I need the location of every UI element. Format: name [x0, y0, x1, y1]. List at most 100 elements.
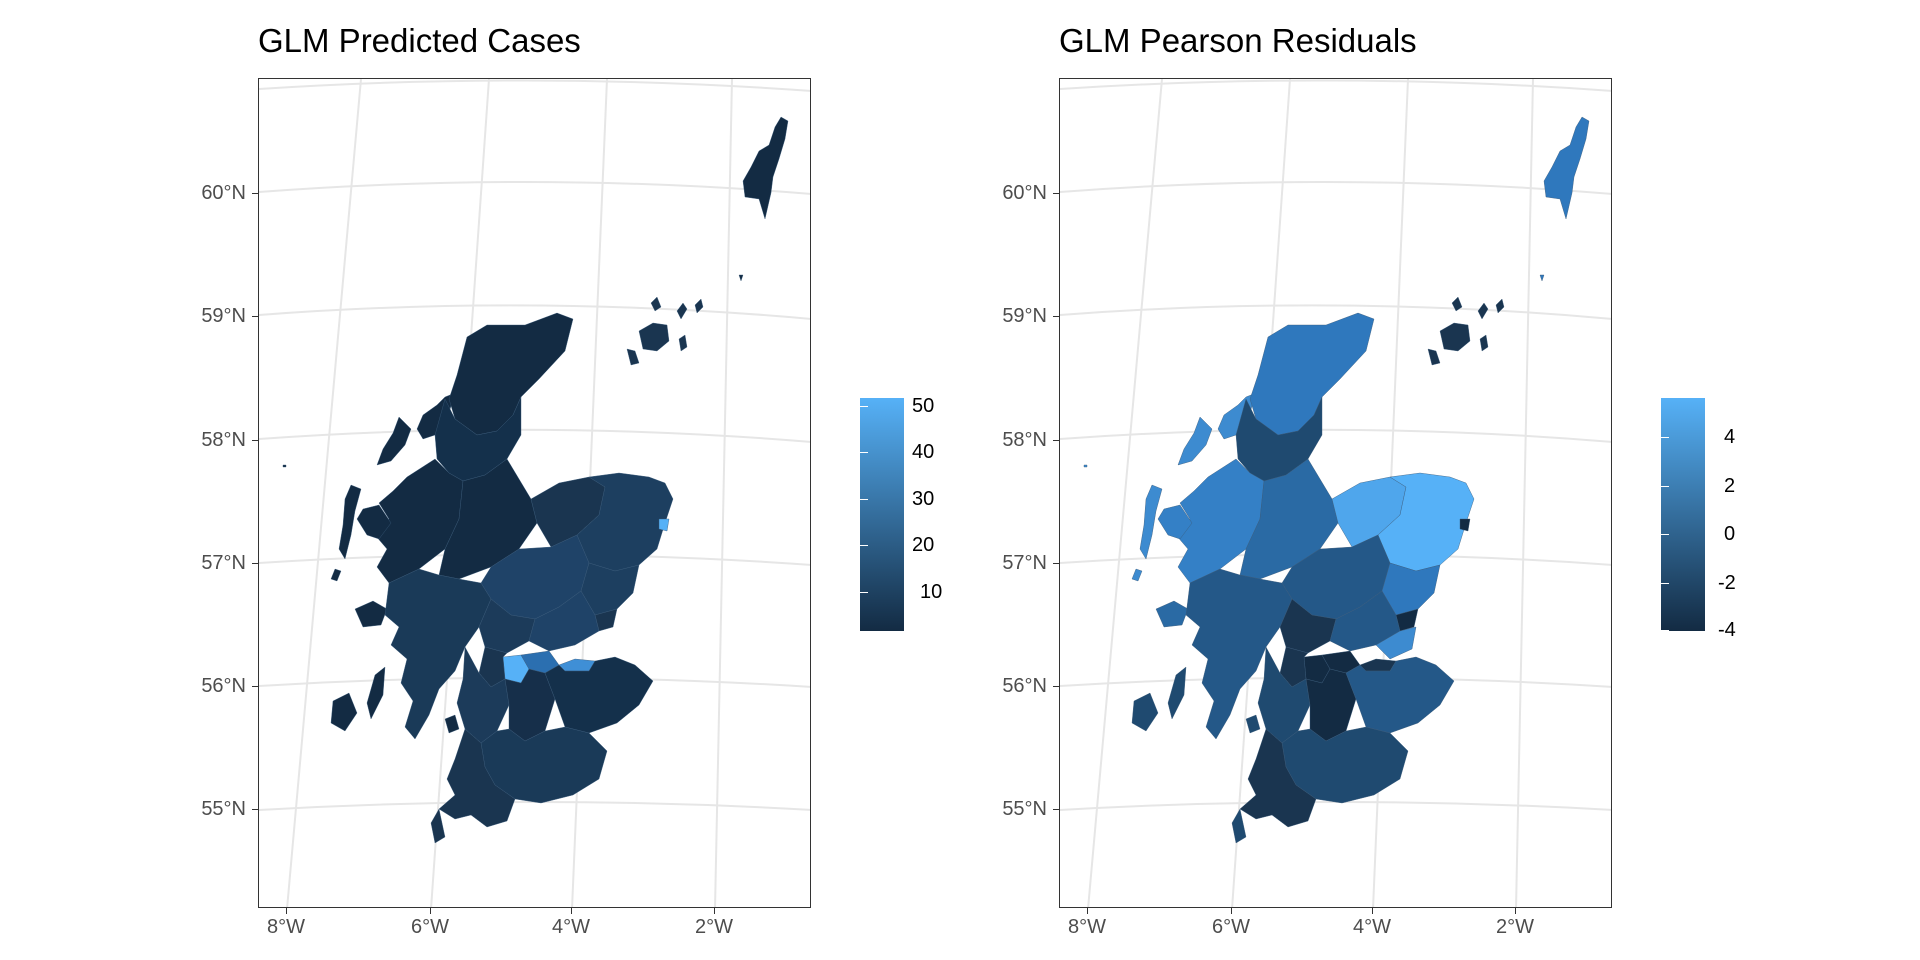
colorbar-tick [1661, 583, 1669, 584]
region-rhinns [430, 808, 446, 844]
legend-label: -4 [1718, 619, 1736, 641]
region-rhinns [1231, 808, 1247, 844]
lat-label: 60°N [1002, 182, 1047, 204]
legend-label: 4 [1724, 426, 1736, 448]
lon-label: 6°W [411, 916, 449, 938]
region-orkney [1439, 296, 1505, 352]
region-mull [354, 600, 388, 628]
region-stirling [478, 598, 536, 654]
lat-label: 58°N [1002, 429, 1047, 451]
region-highland-sutherland [1235, 396, 1323, 482]
region-argyll [1185, 568, 1293, 740]
region-skye [356, 504, 392, 540]
lon-tick [714, 908, 715, 914]
lat-label: 55°N [1002, 798, 1047, 820]
region-rockall [1083, 464, 1088, 468]
region-highland-north [1249, 312, 1375, 436]
lon-tick [1087, 908, 1088, 914]
lat-label: 56°N [201, 675, 246, 697]
region-lanark-s [504, 668, 556, 742]
lat-tick [252, 440, 258, 441]
lat-label: 59°N [1002, 305, 1047, 327]
legend-label: 30 [912, 488, 935, 510]
region-aberdeenshire [1377, 472, 1475, 572]
lat-tick [252, 686, 258, 687]
region-highland-sutherland [434, 396, 522, 482]
colorbar-tick [860, 452, 868, 453]
region-harris [376, 416, 412, 466]
lon-label: 4°W [552, 916, 590, 938]
region-fair-isle [1539, 274, 1545, 282]
lat-label: 57°N [201, 552, 246, 574]
region-galloway [1239, 728, 1317, 828]
region-highland-north [448, 312, 574, 436]
region-orkney-s [626, 348, 640, 366]
lat-label: 56°N [1002, 675, 1047, 697]
region-orkney-s [1427, 348, 1441, 366]
region-islay [330, 692, 358, 732]
region-borders [544, 656, 654, 734]
lat-tick [1053, 686, 1059, 687]
lat-label: 57°N [1002, 552, 1047, 574]
colorbar [860, 398, 904, 631]
region-islay [1131, 692, 1159, 732]
lon-tick [1372, 908, 1373, 914]
lat-tick [1053, 809, 1059, 810]
region-arran [1245, 714, 1261, 734]
region-jura [1167, 666, 1187, 720]
region-aberdeen-city [1459, 518, 1471, 532]
map-frame [1059, 78, 1612, 908]
colorbar-tick [1661, 534, 1669, 535]
region-borders [1345, 656, 1455, 734]
choropleth-map [1060, 79, 1611, 907]
scotland-regions [282, 116, 789, 844]
legend-label: 10 [920, 581, 943, 603]
lat-label: 59°N [201, 305, 246, 327]
lat-tick [1053, 316, 1059, 317]
legend-label: -2 [1718, 572, 1736, 594]
region-rockall [282, 464, 287, 468]
region-uist [338, 484, 362, 560]
lon-label: 8°W [1068, 916, 1106, 938]
map-frame [258, 78, 811, 908]
region-uist [1139, 484, 1163, 560]
lon-label: 2°W [695, 916, 733, 938]
legend-label: 2 [1724, 475, 1736, 497]
panel-title: GLM Predicted Cases [258, 22, 581, 59]
region-edinburgh [1359, 658, 1397, 672]
lat-tick [252, 563, 258, 564]
region-fair-isle [738, 274, 744, 282]
legend-label: 40 [912, 441, 935, 463]
lat-tick [252, 316, 258, 317]
region-skye [1157, 504, 1193, 540]
region-aberdeen-city [658, 518, 670, 532]
lon-label: 2°W [1496, 916, 1534, 938]
colorbar-tick [860, 545, 868, 546]
region-jura [366, 666, 386, 720]
legend-label: 50 [912, 395, 935, 417]
scotland-regions [1083, 116, 1590, 844]
colorbar-tick [860, 499, 868, 500]
lat-tick [1053, 440, 1059, 441]
region-fife [528, 590, 600, 652]
lon-label: 4°W [1353, 916, 1391, 938]
lon-tick [430, 908, 431, 914]
region-arran [444, 714, 460, 734]
colorbar-tick [1661, 630, 1669, 631]
lon-tick [1515, 908, 1516, 914]
panel-title: GLM Pearson Residuals [1059, 22, 1417, 59]
colorbar [1661, 398, 1705, 631]
colorbar-tick [860, 406, 868, 407]
region-shetland [742, 116, 789, 220]
region-barra [330, 568, 342, 582]
choropleth-map [259, 79, 810, 907]
legend-label: 0 [1724, 523, 1736, 545]
colorbar-tick [1661, 437, 1669, 438]
lat-label: 55°N [201, 798, 246, 820]
region-harris [1177, 416, 1213, 466]
region-lanark-s [1305, 668, 1357, 742]
region-edinburgh [558, 658, 596, 672]
region-shetland [1543, 116, 1590, 220]
region-fife-east [1375, 626, 1417, 660]
lat-label: 60°N [201, 182, 246, 204]
